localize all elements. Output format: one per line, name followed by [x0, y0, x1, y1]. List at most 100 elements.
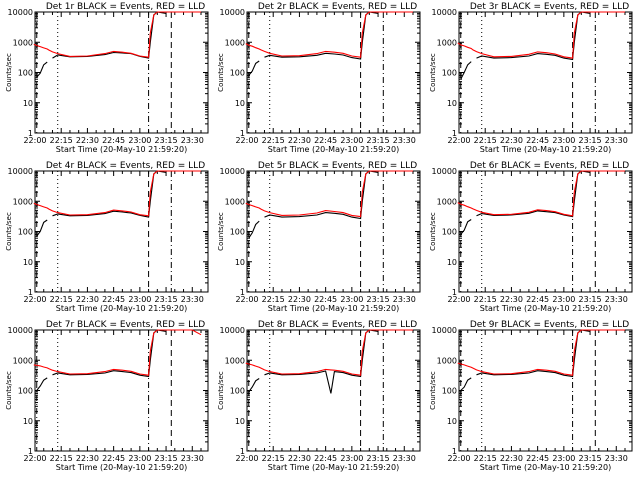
x-axis-label: Start Time (20-May-10 21:59:20)	[268, 145, 399, 154]
x-tick-label: 22:30	[76, 295, 99, 304]
y-tick-label: 1	[452, 447, 457, 456]
y-tick-label: 1000	[437, 356, 457, 365]
x-tick-label: 23:15	[579, 136, 602, 145]
y-tick-label: 10	[447, 417, 457, 426]
detector-plot-7: Det 7r BLACK = Events, RED = LLD 1 10 100 10…	[5, 320, 209, 472]
x-tick-label: 23:00	[552, 295, 575, 304]
y-tick-label: 100	[442, 387, 457, 396]
x-axis-label: Start Time (20-May-10 21:59:20)	[480, 145, 611, 154]
detector-plot-6: Det 6r BLACK = Events, RED = LLD 1 10 100 10…	[429, 161, 633, 313]
x-tick-label: 22:15	[474, 295, 497, 304]
plot-title: Det 4r BLACK = Events, RED = LLD	[46, 161, 205, 171]
y-tick-label: 100	[18, 387, 33, 396]
y-tick-label: 10000	[432, 8, 457, 17]
x-tick-label: 23:30	[181, 136, 204, 145]
plot-frame	[246, 170, 421, 293]
plot-frame	[458, 11, 633, 134]
x-tick-label: 22:15	[262, 136, 285, 145]
series-line-black	[36, 11, 167, 78]
y-tick-label: 100	[442, 228, 457, 237]
plot-frame	[34, 11, 209, 134]
y-tick-label: 10000	[8, 8, 33, 17]
x-tick-label: 23:30	[181, 295, 204, 304]
plot-title: Det 5r BLACK = Events, RED = LLD	[258, 161, 417, 171]
series-line-black	[460, 11, 591, 80]
x-tick-label: 23:15	[367, 454, 390, 463]
plot-frame	[458, 329, 633, 452]
x-tick-label: 22:45	[314, 136, 337, 145]
y-tick-label: 100	[230, 69, 245, 78]
detector-plot-2: Det 2r BLACK = Events, RED = LLD 1 10 100 10…	[217, 2, 421, 154]
y-tick-label: 1	[452, 129, 457, 138]
plot-title: Det 9r BLACK = Events, RED = LLD	[470, 320, 629, 330]
plot-title: Det 1r BLACK = Events, RED = LLD	[46, 2, 205, 12]
plot-title: Det 2r BLACK = Events, RED = LLD	[258, 2, 417, 12]
plot-title: Det 7r BLACK = Events, RED = LLD	[46, 320, 205, 330]
y-tick-label: 10	[23, 417, 33, 426]
y-axis-label: Counts/sec	[5, 53, 13, 92]
y-axis-label: Counts/sec	[429, 371, 437, 410]
series-line-red	[33, 329, 202, 376]
x-tick-label: 22:30	[288, 295, 311, 304]
plot-frame	[34, 329, 209, 452]
series-line-black	[460, 329, 591, 391]
detector-plot-8: Det 8r BLACK = Events, RED = LLD 1 10 100 10…	[217, 320, 421, 472]
series-line-black	[248, 170, 379, 239]
y-tick-label: 100	[230, 387, 245, 396]
detector-plot-3: Det 3r BLACK = Events, RED = LLD 1 10 100 10…	[429, 2, 633, 154]
y-tick-label: 1000	[437, 197, 457, 206]
x-tick-label: 23:30	[181, 454, 204, 463]
y-tick-label: 10000	[8, 326, 33, 335]
x-tick-label: 22:45	[314, 454, 337, 463]
x-tick-label: 22:15	[262, 295, 285, 304]
series-line-black	[36, 329, 167, 391]
y-tick-label: 1000	[437, 38, 457, 47]
x-tick-label: 23:15	[155, 454, 178, 463]
y-tick-label: 100	[18, 69, 33, 78]
series-line-black	[36, 170, 167, 237]
x-tick-label: 23:30	[393, 454, 416, 463]
y-tick-label: 100	[230, 228, 245, 237]
x-tick-label: 23:00	[552, 136, 575, 145]
x-tick-label: 22:15	[50, 136, 73, 145]
y-tick-label: 10	[235, 99, 245, 108]
y-tick-label: 10000	[220, 326, 245, 335]
x-tick-label: 23:30	[605, 295, 628, 304]
x-tick-label: 23:00	[340, 295, 363, 304]
y-tick-label: 1	[240, 447, 245, 456]
x-tick-label: 23:15	[579, 295, 602, 304]
x-axis-label: Start Time (20-May-10 21:59:20)	[268, 463, 399, 472]
y-tick-label: 1	[240, 288, 245, 297]
x-tick-label: 23:30	[605, 136, 628, 145]
y-tick-label: 10000	[432, 167, 457, 176]
x-tick-label: 22:00	[447, 136, 470, 145]
y-tick-label: 1	[28, 129, 33, 138]
x-tick-label: 23:00	[128, 136, 151, 145]
x-tick-label: 23:30	[605, 454, 628, 463]
x-tick-label: 23:00	[128, 454, 151, 463]
x-tick-label: 22:45	[526, 454, 549, 463]
plot-title: Det 8r BLACK = Events, RED = LLD	[258, 320, 417, 330]
x-tick-label: 23:15	[367, 295, 390, 304]
x-axis-label: Start Time (20-May-10 21:59:20)	[56, 463, 187, 472]
y-tick-label: 10	[23, 258, 33, 267]
series-line-red	[457, 11, 625, 59]
x-tick-label: 23:00	[340, 454, 363, 463]
x-tick-label: 22:30	[288, 454, 311, 463]
y-tick-label: 10	[447, 258, 457, 267]
x-tick-label: 22:00	[23, 136, 46, 145]
x-axis-label: Start Time (20-May-10 21:59:20)	[56, 304, 187, 313]
y-tick-label: 1	[28, 447, 33, 456]
x-tick-label: 22:00	[235, 136, 258, 145]
x-axis-label: Start Time (20-May-10 21:59:20)	[268, 304, 399, 313]
x-tick-label: 22:00	[235, 295, 258, 304]
x-tick-label: 22:30	[500, 454, 523, 463]
x-tick-label: 22:00	[23, 295, 46, 304]
series-line-black	[248, 11, 379, 76]
x-tick-label: 22:30	[288, 136, 311, 145]
y-tick-label: 1000	[225, 38, 245, 47]
y-tick-label: 10	[235, 417, 245, 426]
y-tick-label: 1000	[13, 38, 33, 47]
y-axis-label: Counts/sec	[429, 212, 437, 251]
y-tick-label: 1	[240, 129, 245, 138]
